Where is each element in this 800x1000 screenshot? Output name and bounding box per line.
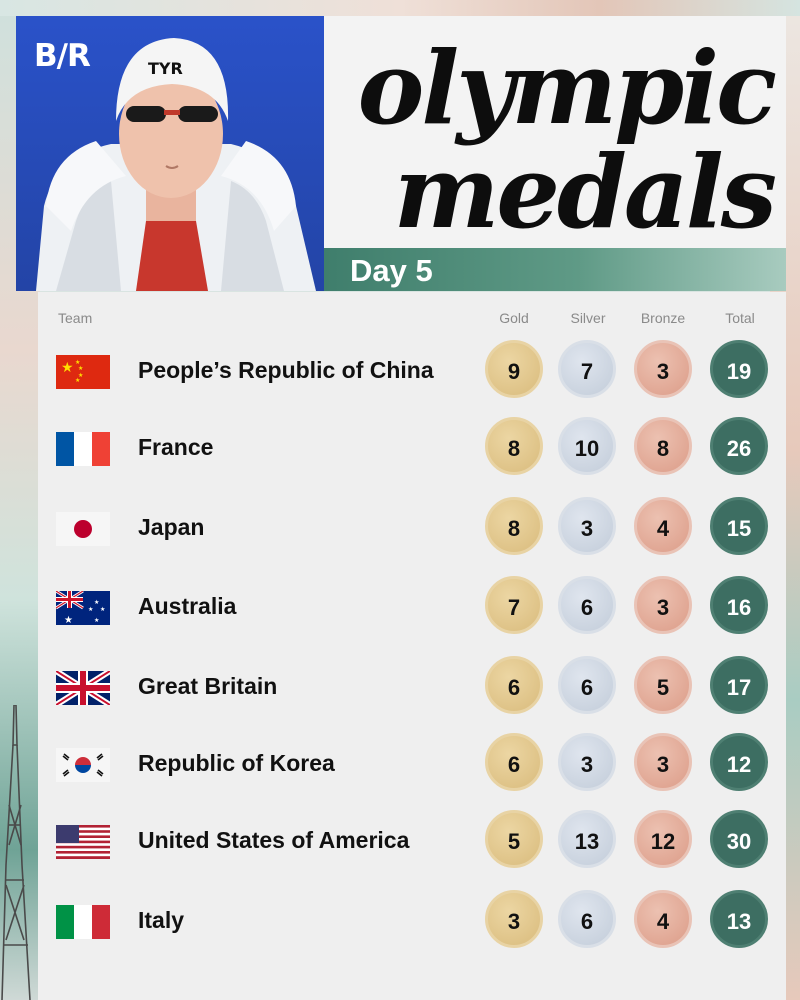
table-row: Japan 8 3 4 15 [38, 497, 786, 557]
svg-text:★: ★ [94, 599, 99, 606]
svg-text:TYR: TYR [148, 59, 183, 78]
svg-text:★: ★ [78, 365, 83, 372]
svg-text:★: ★ [88, 606, 93, 613]
silver-count: 6 [558, 890, 616, 948]
gold-count: 8 [485, 417, 543, 475]
svg-text:★: ★ [75, 377, 80, 384]
bronze-count: 4 [634, 497, 692, 555]
total-count: 30 [710, 810, 768, 868]
bronze-count: 4 [634, 890, 692, 948]
bronze-count: 12 [634, 810, 692, 868]
medal-table: Team Gold Silver Bronze Total ★ ★ ★ ★ ★ … [38, 292, 786, 1000]
day-band: Day 5 [324, 248, 786, 291]
australia-flag-icon: ★ ★ ★ ★ ★ [56, 591, 110, 625]
column-header-total: Total [725, 310, 755, 326]
gold-count: 8 [485, 497, 543, 555]
total-count: 16 [710, 576, 768, 634]
svg-text:★: ★ [75, 359, 80, 366]
total-count: 15 [710, 497, 768, 555]
table-row: United States of America 5 13 12 30 [38, 810, 786, 870]
silver-count: 3 [558, 497, 616, 555]
silver-count: 10 [558, 417, 616, 475]
day-label: Day 5 [350, 253, 433, 288]
bronze-count: 8 [634, 417, 692, 475]
svg-text:★: ★ [61, 359, 74, 375]
korea-flag-icon [56, 748, 110, 782]
italy-flag-icon [56, 905, 110, 939]
bronze-count: 3 [634, 733, 692, 791]
top-decorative-strip [0, 0, 800, 16]
title-medals: medals [393, 133, 777, 251]
gold-count: 9 [485, 340, 543, 398]
usa-flag-icon [56, 825, 110, 859]
team-name: Japan [138, 514, 205, 540]
team-name: People’s Republic of China [138, 357, 434, 383]
silver-count: 6 [558, 656, 616, 714]
bronze-count: 5 [634, 656, 692, 714]
team-name: Australia [138, 593, 237, 619]
gold-count: 6 [485, 656, 543, 714]
table-row: Italy 3 6 4 13 [38, 890, 786, 950]
title-olympic: olympic [357, 29, 777, 147]
table-row: ★ ★ ★ ★ ★ Australia 7 6 3 16 [38, 576, 786, 636]
column-header-silver: Silver [570, 310, 606, 326]
china-flag-icon: ★ ★ ★ ★ ★ [56, 355, 110, 389]
svg-text:★: ★ [64, 615, 73, 625]
table-row: France 8 10 8 26 [38, 417, 786, 477]
gold-count: 5 [485, 810, 543, 868]
column-header-gold: Gold [499, 310, 529, 326]
svg-text:★: ★ [94, 617, 99, 624]
table-row: Great Britain 6 6 5 17 [38, 656, 786, 716]
table-row: Republic of Korea 6 3 3 12 [38, 733, 786, 793]
eiffel-tower-illustration [1, 705, 31, 1000]
column-header-bronze: Bronze [640, 310, 686, 326]
bleacher-report-logo: B/R [34, 38, 91, 74]
bronze-count: 3 [634, 576, 692, 634]
athlete-photo: TYR B/R [16, 16, 324, 291]
great-britain-flag-icon [56, 671, 110, 705]
column-header-team: Team [58, 310, 93, 326]
total-count: 13 [710, 890, 768, 948]
japan-flag-icon [56, 512, 110, 546]
swimmer-illustration: TYR [36, 38, 316, 291]
silver-count: 13 [558, 810, 616, 868]
france-flag-icon [56, 432, 110, 466]
header: TYR B/R olympic medals Day 5 [16, 16, 786, 291]
team-name: Republic of Korea [138, 750, 335, 776]
team-name: Great Britain [138, 673, 278, 699]
silver-count: 3 [558, 733, 616, 791]
silver-count: 7 [558, 340, 616, 398]
team-name: France [138, 434, 214, 460]
silver-count: 6 [558, 576, 616, 634]
team-name: United States of America [138, 827, 410, 853]
total-count: 19 [710, 340, 768, 398]
table-row: ★ ★ ★ ★ ★ People’s Republic of China 9 7… [38, 340, 786, 400]
total-count: 26 [710, 417, 768, 475]
gold-count: 6 [485, 733, 543, 791]
total-count: 17 [710, 656, 768, 714]
gold-count: 7 [485, 576, 543, 634]
gold-count: 3 [485, 890, 543, 948]
team-name: Italy [138, 907, 185, 933]
total-count: 12 [710, 733, 768, 791]
svg-text:★: ★ [100, 606, 105, 613]
bronze-count: 3 [634, 340, 692, 398]
svg-text:★: ★ [78, 372, 83, 379]
